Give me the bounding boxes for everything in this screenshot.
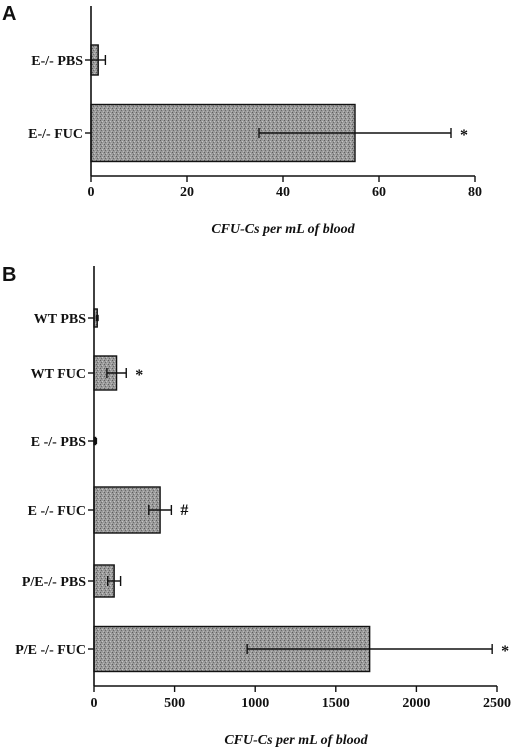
panel-b-marks: 0 500 1000 1500 2000 2500 WT PBS WT FUC * E -/- P… [15, 308, 511, 711]
panel-b-significance-mark: * [501, 643, 509, 660]
panel-b-significance-mark: * [135, 367, 143, 384]
panel-b-significance-mark: # [180, 502, 188, 519]
panel-a-category-label: E-/- FUC [28, 127, 83, 142]
panel-b-x-axis-title: CFU-Cs per mL of blood [224, 733, 368, 748]
panel-b-category-label: WT PBS [34, 312, 86, 327]
panel-b-category-label: E -/- FUC [28, 504, 86, 519]
panel-b-x-tick-label: 2000 [402, 696, 430, 711]
panel-b-x-tick-label: 0 [91, 696, 98, 711]
panel-a-x-tick-label: 0 [88, 185, 95, 200]
panel-a-x-tick-label: 40 [276, 185, 290, 200]
panel-b-category-label: WT FUC [31, 367, 86, 382]
panel-a-letter: A [2, 3, 16, 25]
panel-b-x-tick-label: 1500 [322, 696, 350, 711]
panel-a: A 0 20 40 60 80 E-/- PBS E-/- FUC * CFU-Cs per … [2, 3, 482, 237]
panel-a-significance-mark: * [460, 127, 468, 144]
panel-a-x-tick-label: 20 [180, 185, 194, 200]
panel-b-x-tick-label: 2500 [483, 696, 511, 711]
panel-a-x-tick-label: 80 [468, 185, 482, 200]
panel-b-category-label: E -/- PBS [31, 435, 86, 450]
panel-b-category-label: P/E -/- FUC [15, 643, 86, 658]
panel-a-x-tick-label: 60 [372, 185, 386, 200]
panel-b-category-label: P/E-/- PBS [22, 575, 86, 590]
panel-a-x-axis-title: CFU-Cs per mL of blood [211, 222, 355, 237]
panel-a-category-label: E-/- PBS [31, 54, 83, 69]
panel-b-x-tick-label: 1000 [241, 696, 269, 711]
panel-b-x-tick-label: 500 [164, 696, 185, 711]
panel-b-letter: B [2, 264, 16, 286]
panel-b: B 0 500 1000 1500 2000 2500 WT PBS WT FUC * E -/-… [2, 264, 511, 748]
